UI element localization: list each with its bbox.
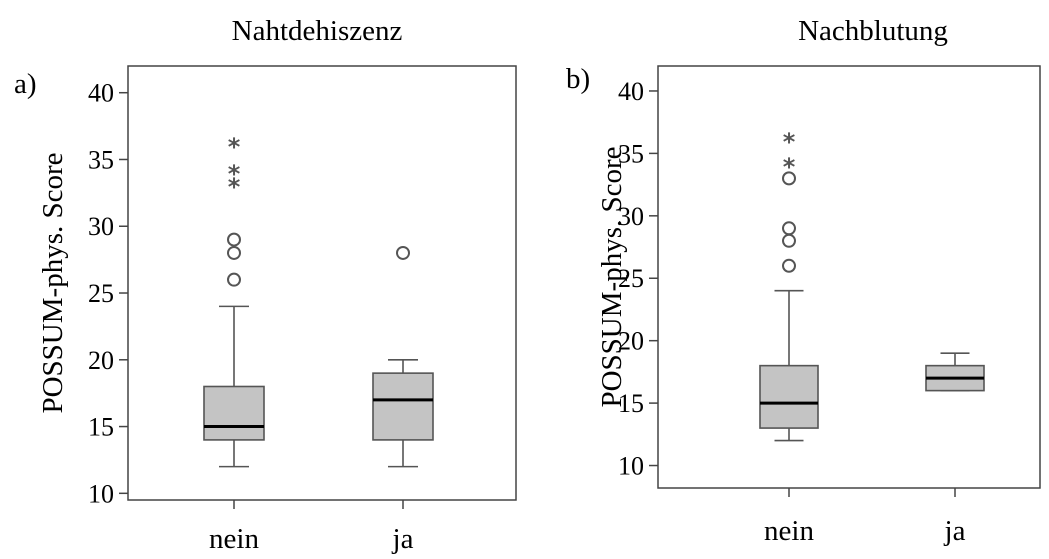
outlier-circle [782, 221, 796, 236]
y-tick-label: 10 [88, 479, 114, 508]
chart-panel-a: Nahtdehiszenz a) POSSUM-phys. Score 10 15 20 2… [14, 15, 517, 555]
x-tick-label: nein [209, 523, 259, 555]
chart-title: Nachblutung [798, 15, 948, 47]
x-tick-label: nein [764, 515, 814, 547]
y-tick-label: 25 [618, 264, 644, 293]
y-tick-label: 30 [618, 202, 644, 231]
y-axis-label: POSSUM-phys. Score [37, 152, 69, 413]
box-iqr [372, 372, 434, 441]
y-tick-label: 15 [88, 413, 114, 442]
outlier-star: * [783, 153, 796, 181]
outlier-star: * [228, 133, 241, 161]
box-iqr [203, 385, 265, 441]
y-tick-label: 40 [618, 77, 644, 106]
y-tick-label: 20 [88, 346, 114, 375]
outlier-circle [396, 245, 410, 260]
y-tick-label: 15 [618, 389, 644, 418]
y-tick-label: 40 [88, 79, 114, 108]
box-iqr [759, 364, 819, 429]
outlier-circle [227, 272, 241, 287]
y-axis-label: POSSUM-phys. Score [596, 146, 628, 407]
outlier-circle [227, 232, 241, 247]
outlier-star: * [228, 160, 241, 188]
plot-frame [127, 65, 517, 501]
outlier-circle [782, 233, 796, 248]
outlier-circle [227, 245, 241, 260]
y-tick-label: 35 [618, 139, 644, 168]
panel-label: b) [566, 63, 590, 95]
outlier-star: * [228, 173, 241, 201]
outlier-star: * [783, 128, 796, 156]
x-tick-label: ja [392, 523, 414, 555]
outlier-circle [782, 258, 796, 273]
y-tick-label: 10 [618, 452, 644, 481]
plot-frame [657, 65, 1041, 489]
chart-panel-b: Nachblutung b) POSSUM-phys. Score 10 15 20 25 3… [566, 15, 1041, 547]
panel-label: a) [14, 68, 37, 100]
y-tick-label: 30 [88, 212, 114, 241]
y-tick-label: 25 [88, 279, 114, 308]
y-tick-label: 20 [618, 327, 644, 356]
outlier-circle [782, 171, 796, 186]
chart-title: Nahtdehiszenz [232, 15, 403, 47]
x-tick-label: ja [944, 515, 966, 547]
y-tick-label: 35 [88, 145, 114, 174]
